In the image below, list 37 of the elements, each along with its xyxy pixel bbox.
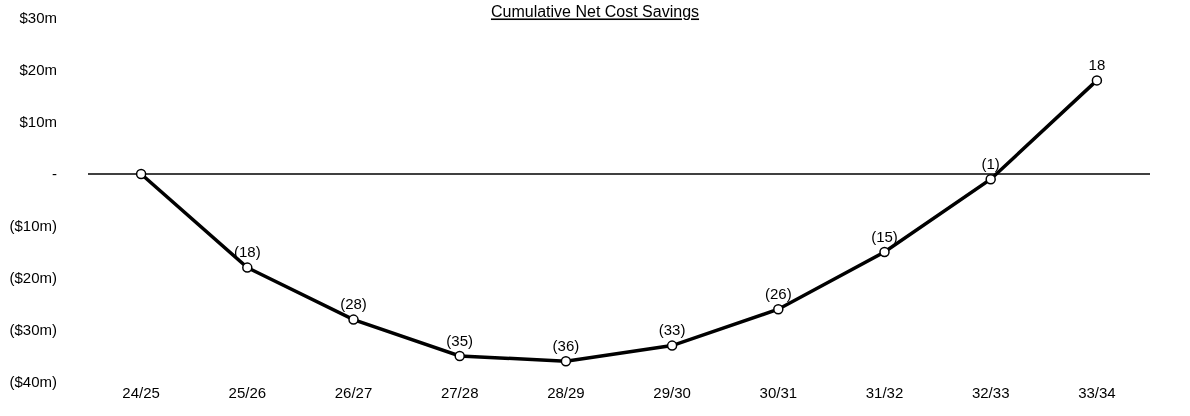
y-tick-label: ($20m) xyxy=(9,269,57,287)
point xyxy=(879,246,890,258)
data-label: 18 xyxy=(1088,56,1106,74)
point xyxy=(1091,75,1103,86)
data-label: (15) xyxy=(871,227,898,245)
x-tick-label: 31/32 xyxy=(865,384,904,401)
x-tick-label: 30/31 xyxy=(759,384,798,401)
data-label: (28) xyxy=(340,295,367,313)
y-tick-label: ($40m) xyxy=(9,373,57,391)
point xyxy=(773,303,784,315)
y-tick-label: - xyxy=(52,165,57,183)
point xyxy=(666,340,678,351)
point xyxy=(985,173,996,185)
data-label: (35) xyxy=(446,331,474,349)
chart-title: Cumulative Net Cost Savings xyxy=(490,3,700,21)
x-tick-label: 32/33 xyxy=(971,384,1010,401)
x-tick-label: 28/29 xyxy=(547,384,585,401)
x-tick-label: 24/25 xyxy=(122,384,160,401)
x-tick-label: 33/34 xyxy=(1078,384,1116,401)
data-label: (33) xyxy=(658,321,686,339)
point xyxy=(135,168,147,180)
y-tick-label: $30m xyxy=(19,9,57,27)
point xyxy=(348,314,359,325)
x-tick-label: 27/28 xyxy=(440,384,479,401)
x-tick-label: 29/30 xyxy=(653,384,691,401)
y-tick-label: $20m xyxy=(19,61,57,79)
data-label: (26) xyxy=(764,284,792,302)
data-label: (36) xyxy=(552,336,580,354)
data-label: (1) xyxy=(981,154,1000,172)
point xyxy=(560,355,572,367)
y-tick-label: ($10m) xyxy=(9,217,57,235)
point xyxy=(454,350,465,362)
x-tick-label: 25/26 xyxy=(228,384,267,401)
x-tick-label: 26/27 xyxy=(334,384,373,401)
y-tick-label: ($30m) xyxy=(9,321,57,339)
point xyxy=(242,262,253,273)
y-tick-label: $10m xyxy=(19,113,57,131)
